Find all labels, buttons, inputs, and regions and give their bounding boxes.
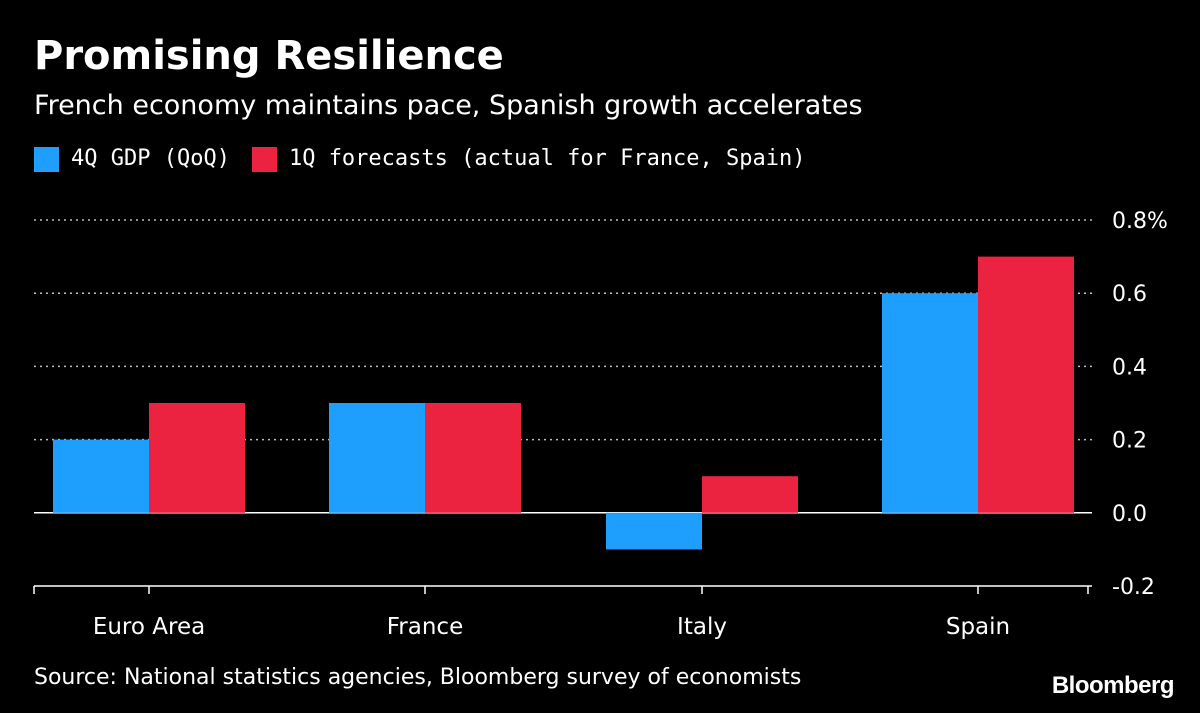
legend-item-1q-forecasts: 1Q forecasts (actual for France, Spain) [251,144,806,174]
legend-item-4q-gdp: 4Q GDP (QoQ) [34,144,230,174]
x-tick-label: France [387,614,463,640]
y-tick-label: 0.6 [1112,282,1147,307]
bar-4q-gdp-france [329,403,425,513]
bar-4q-gdp-spain [882,293,978,513]
bloomberg-logo: Bloomberg [1051,672,1175,699]
source-note: Source: National statistics agencies, Bl… [34,665,802,690]
x-tick-label: Euro Area [93,614,205,640]
bar-4q-gdp-euro-area [53,439,149,513]
legend-swatch-4q-gdp [34,146,59,172]
chart-title: Promising Resilience [34,33,504,79]
legend-label-4q-gdp: 4Q GDP (QoQ) [71,146,230,171]
y-tick-label: 0.4 [1112,355,1147,380]
bar-4q-gdp-italy [606,512,702,550]
legend-label-1q-forecasts: 1Q forecasts (actual for France, Spain) [288,146,806,171]
bar-1q-forecast-italy [702,476,798,513]
chart-subtitle: French economy maintains pace, Spanish g… [34,90,863,121]
legend-swatch-1q-forecasts [251,146,277,172]
x-tick-label: Italy [677,614,727,640]
bar-1q-forecast-spain [978,256,1074,513]
y-tick-label: 0.0 [1112,502,1147,527]
bar-1q-forecast-france [425,403,521,513]
y-tick-label: -0.2 [1112,575,1155,600]
bar-1q-forecast-euro-area [149,403,245,513]
legend: 4Q GDP (QoQ) 1Q forecasts (actual for Fr… [34,144,828,174]
x-tick-label: Spain [946,614,1010,640]
y-tick-label: 0.8% [1112,209,1168,234]
y-tick-label: 0.2 [1112,429,1147,454]
